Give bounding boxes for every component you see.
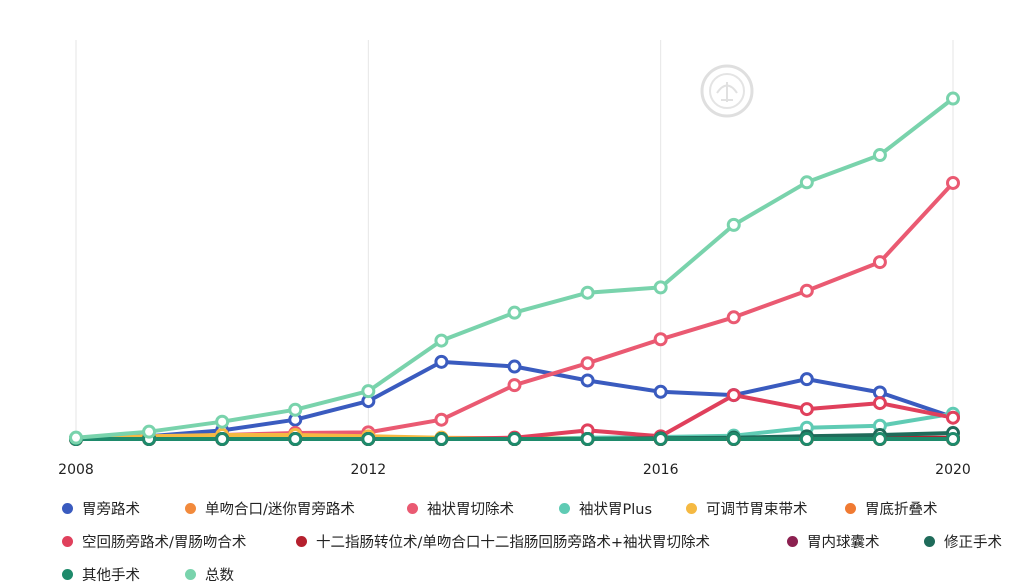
legend-dot-icon xyxy=(559,503,570,514)
x-tick-label: 2012 xyxy=(351,462,387,478)
seal-icon xyxy=(700,64,754,118)
legend-item[interactable]: 修正手术 xyxy=(924,531,1002,552)
legend-dot-icon xyxy=(62,536,73,547)
series-points xyxy=(69,91,960,446)
data-point xyxy=(361,384,376,399)
legend-label: 总数 xyxy=(205,568,234,584)
legend-label: 袖状胃切除术 xyxy=(427,502,514,518)
data-point xyxy=(799,402,814,417)
legend-dot-icon xyxy=(845,503,856,514)
legend-dot-icon xyxy=(787,536,798,547)
data-point xyxy=(653,332,668,347)
legend-item[interactable]: 胃旁路术 xyxy=(62,498,140,519)
data-point xyxy=(507,378,522,393)
legend-item[interactable]: 十二指肠转位术/单吻合口十二指肠回肠旁路术+袖状胃切除术 xyxy=(296,531,710,552)
data-point xyxy=(799,283,814,298)
data-point xyxy=(653,280,668,295)
x-tick-label: 2020 xyxy=(935,462,971,478)
data-point xyxy=(946,175,960,190)
data-point xyxy=(434,354,449,369)
legend-item[interactable]: 其他手术 xyxy=(62,564,140,585)
legend-label: 单吻合口/迷你胃旁路术 xyxy=(205,502,355,518)
legend-label: 胃底折叠术 xyxy=(865,502,938,518)
legend-item[interactable]: 空回肠旁路术/胃肠吻合术 xyxy=(62,531,246,552)
data-point xyxy=(726,388,741,403)
legend-dot-icon xyxy=(924,536,935,547)
legend-label: 空回肠旁路术/胃肠吻合术 xyxy=(82,535,247,551)
legend-dot-icon xyxy=(185,503,196,514)
data-point xyxy=(215,432,230,446)
data-point xyxy=(507,359,522,374)
legend-label: 袖状胃Plus xyxy=(579,502,653,518)
data-point xyxy=(799,372,814,387)
data-point xyxy=(726,310,741,325)
legend-dot-icon xyxy=(686,503,697,514)
legend-dot-icon xyxy=(407,503,418,514)
data-point xyxy=(799,432,814,446)
watermark-logo xyxy=(697,60,987,122)
legend-dot-icon xyxy=(185,569,196,580)
legend-label: 可调节胃束带术 xyxy=(706,502,808,518)
legend-item[interactable]: 袖状胃Plus xyxy=(559,498,652,519)
data-point xyxy=(361,432,376,446)
data-point xyxy=(872,432,887,446)
data-point xyxy=(580,432,595,446)
legend-item[interactable]: 单吻合口/迷你胃旁路术 xyxy=(185,498,355,519)
data-point xyxy=(946,91,960,106)
gridlines xyxy=(75,40,954,439)
data-point xyxy=(507,305,522,320)
data-point xyxy=(726,432,741,446)
data-point xyxy=(580,373,595,388)
data-point xyxy=(872,396,887,411)
data-point xyxy=(215,414,230,429)
data-point xyxy=(872,148,887,163)
legend-dot-icon xyxy=(296,536,307,547)
legend-label: 其他手术 xyxy=(82,568,140,584)
data-point xyxy=(142,424,157,439)
data-point xyxy=(946,410,960,425)
data-point xyxy=(288,432,303,446)
legend-item[interactable]: 胃底折叠术 xyxy=(845,498,938,519)
x-axis-ticks: 2008 2012 2016 2020 xyxy=(58,462,971,478)
data-point xyxy=(799,175,814,190)
data-point xyxy=(580,356,595,371)
data-point xyxy=(653,384,668,399)
legend-label: 胃旁路术 xyxy=(82,502,140,518)
legend-dot-icon xyxy=(62,503,73,514)
legend-label: 修正手术 xyxy=(944,535,1002,551)
data-point xyxy=(288,402,303,417)
legend-item[interactable]: 总数 xyxy=(185,564,234,585)
data-point xyxy=(507,432,522,446)
data-point xyxy=(653,432,668,446)
legend-label: 胃内球囊术 xyxy=(807,535,880,551)
x-tick-label: 2008 xyxy=(58,462,94,478)
legend-dot-icon xyxy=(62,569,73,580)
data-point xyxy=(434,432,449,446)
data-point xyxy=(726,217,741,232)
legend-item[interactable]: 袖状胃切除术 xyxy=(407,498,514,519)
legend-item[interactable]: 胃内球囊术 xyxy=(787,531,880,552)
legend-item[interactable]: 可调节胃束带术 xyxy=(686,498,808,519)
data-point xyxy=(69,430,83,445)
data-point xyxy=(872,255,887,270)
legend-label: 十二指肠转位术/单吻合口十二指肠回肠旁路术+袖状胃切除术 xyxy=(316,535,711,551)
data-point xyxy=(434,412,449,427)
data-point xyxy=(580,285,595,300)
data-point xyxy=(946,432,960,446)
x-tick-label: 2016 xyxy=(643,462,679,478)
data-point xyxy=(434,333,449,348)
